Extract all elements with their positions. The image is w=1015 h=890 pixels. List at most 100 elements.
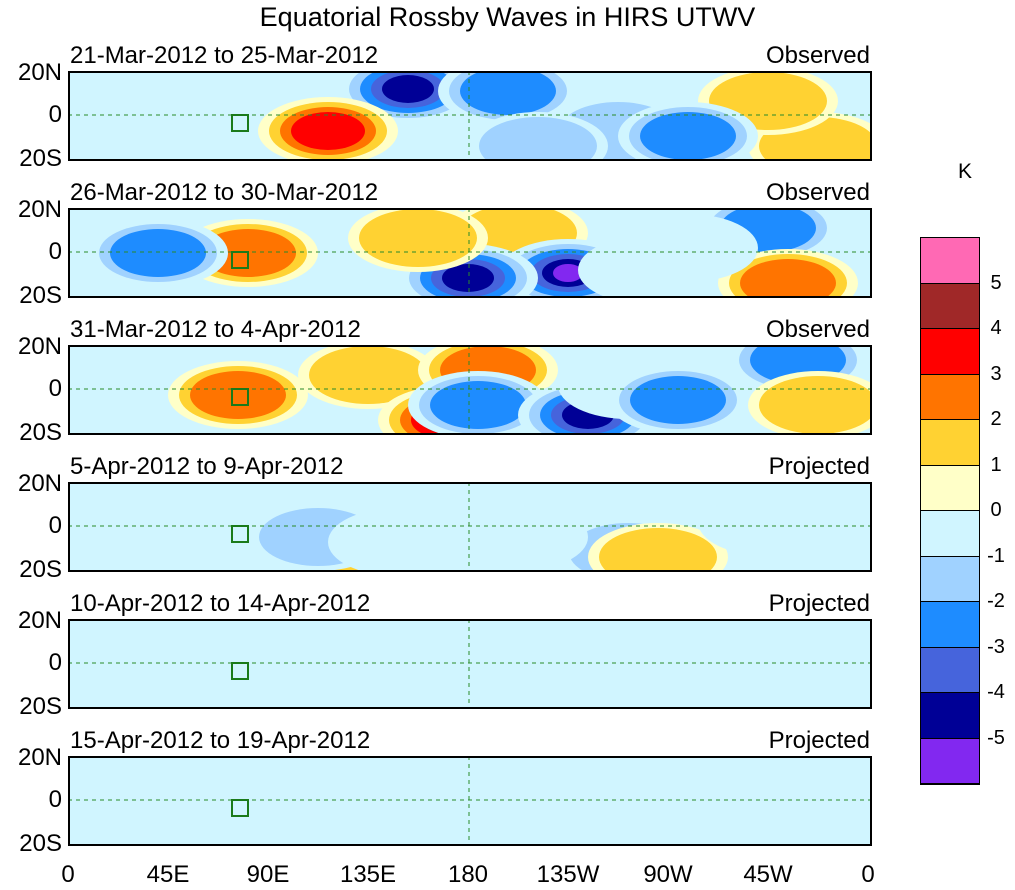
panel-status: Projected: [768, 453, 870, 480]
longitude-tick-label: 0: [61, 861, 75, 888]
latitude-tick-label: 20N: [17, 470, 62, 497]
colorbar-tick-label: 4: [990, 317, 1002, 339]
panel-status: Observed: [765, 42, 870, 69]
map-field: [68, 208, 870, 296]
panel-date-range: 15-Apr-2012 to 19-Apr-2012: [70, 727, 371, 754]
latitude-tick-label: 20N: [17, 607, 62, 634]
colorbar-swatch: [921, 420, 979, 466]
map-field-panel: [68, 482, 870, 570]
anomaly-contour: [359, 209, 477, 267]
anomaly-contour: [740, 259, 836, 296]
colorbar-tick-label: 2: [990, 408, 1002, 430]
map-field-panel: [68, 756, 870, 844]
anomaly-contour: [759, 376, 870, 433]
colorbar-swatch: [921, 374, 979, 420]
panel-status: Projected: [768, 590, 870, 617]
map-field: [68, 345, 870, 433]
anomaly-contour: [98, 482, 238, 546]
colorbar-tick-label: 1: [990, 453, 1002, 476]
reference-box: [231, 799, 249, 817]
panel-date-range: 10-Apr-2012 to 14-Apr-2012: [70, 590, 371, 617]
colorbar-swatch: [921, 693, 979, 739]
map-field-panel: [68, 619, 870, 707]
map-field: [68, 482, 870, 570]
anomaly-contour: [378, 797, 518, 844]
latitude-tick-label: 20N: [17, 333, 62, 360]
latitude-tick-label: 20S: [19, 419, 62, 446]
reference-box: [231, 388, 249, 406]
map-field: [68, 619, 870, 707]
colorbar-swatch: [921, 738, 979, 784]
latitude-tick-label: 0: [48, 375, 62, 402]
colorbar-tick-label: 0: [990, 499, 1002, 521]
map-field-panel: [68, 208, 870, 296]
anomaly-contour: [599, 528, 717, 570]
anomaly-contour: [460, 71, 556, 115]
colorbar-tick-label: -3: [987, 635, 1005, 658]
longitude-tick-label: 90E: [246, 861, 290, 888]
anomaly-contour: [118, 102, 258, 159]
longitude-tick-label: 0: [861, 861, 875, 888]
colorbar-tick-label: 5: [990, 271, 1002, 294]
latitude-tick-label: 0: [48, 238, 62, 265]
anomaly-contour: [328, 508, 468, 570]
anomaly-contour: [618, 214, 758, 282]
latitude-tick-label: 0: [48, 649, 62, 676]
longitude-tick-label: 180: [447, 861, 489, 888]
colorbar-tick-label: -2: [987, 590, 1005, 612]
reference-box: [231, 662, 249, 680]
panel-date-range: 5-Apr-2012 to 9-Apr-2012: [70, 453, 344, 480]
latitude-tick-label: 20N: [17, 59, 62, 86]
latitude-tick-label: 20S: [19, 693, 62, 720]
colorbar-swatch: [921, 283, 979, 329]
latitude-tick-label: 20N: [17, 196, 62, 223]
anomaly-contour: [448, 503, 588, 570]
panel-status: Observed: [765, 179, 870, 206]
anomaly-contour: [110, 229, 206, 277]
latitude-tick-label: 0: [48, 512, 62, 539]
latitude-tick-label: 20S: [19, 282, 62, 309]
anomaly-contour: [479, 117, 597, 159]
latitude-tick-label: 20N: [17, 744, 62, 771]
colorbar-swatch: [921, 329, 979, 375]
anomaly-contour: [698, 488, 838, 556]
longitude-tick-label: 90W: [643, 861, 693, 888]
anomaly-contour: [442, 264, 494, 292]
colorbar-tick-label: -5: [987, 726, 1005, 749]
reference-box: [231, 251, 249, 269]
map-field: [68, 71, 870, 159]
anomaly-contour: [430, 381, 526, 429]
latitude-tick-label: 0: [48, 786, 62, 813]
colorbar-swatch: [921, 556, 979, 602]
colorbar-swatch: [921, 602, 979, 648]
anomaly-contour: [630, 376, 726, 424]
map-field: [68, 756, 870, 844]
latitude-tick-label: 0: [48, 101, 62, 128]
latitude-tick-label: 20S: [19, 145, 62, 172]
panel-status: Projected: [768, 727, 870, 754]
map-field-panel: [68, 345, 870, 433]
latitude-tick-label: 20S: [19, 556, 62, 583]
anomaly-contour: [291, 112, 365, 150]
anomaly-contour: [382, 75, 434, 103]
colorbar-unit: K: [958, 160, 973, 183]
panel-status: Observed: [765, 316, 870, 343]
anomaly-contour: [478, 625, 618, 693]
longitude-tick-label: 135E: [339, 861, 397, 888]
colorbar-tick-label: -1: [987, 544, 1005, 567]
colorbar-swatch: [921, 465, 979, 511]
latitude-tick-label: 20S: [19, 830, 62, 857]
map-field-panel: [68, 71, 870, 159]
anomaly-contour: [640, 112, 736, 159]
reference-box: [231, 525, 249, 543]
colorbar: [920, 237, 980, 785]
longitude-tick-label: 45E: [146, 861, 190, 888]
panel-date-range: 21-Mar-2012 to 25-Mar-2012: [70, 42, 379, 69]
panel-date-range: 26-Mar-2012 to 30-Mar-2012: [70, 179, 379, 206]
anomaly-contour: [190, 371, 286, 419]
panel-date-range: 31-Mar-2012 to 4-Apr-2012: [70, 316, 361, 343]
colorbar-swatch: [921, 511, 979, 557]
longitude-tick-label: 135W: [536, 861, 600, 888]
longitude-tick-label: 45W: [743, 861, 793, 888]
anomaly-contour: [553, 264, 583, 282]
